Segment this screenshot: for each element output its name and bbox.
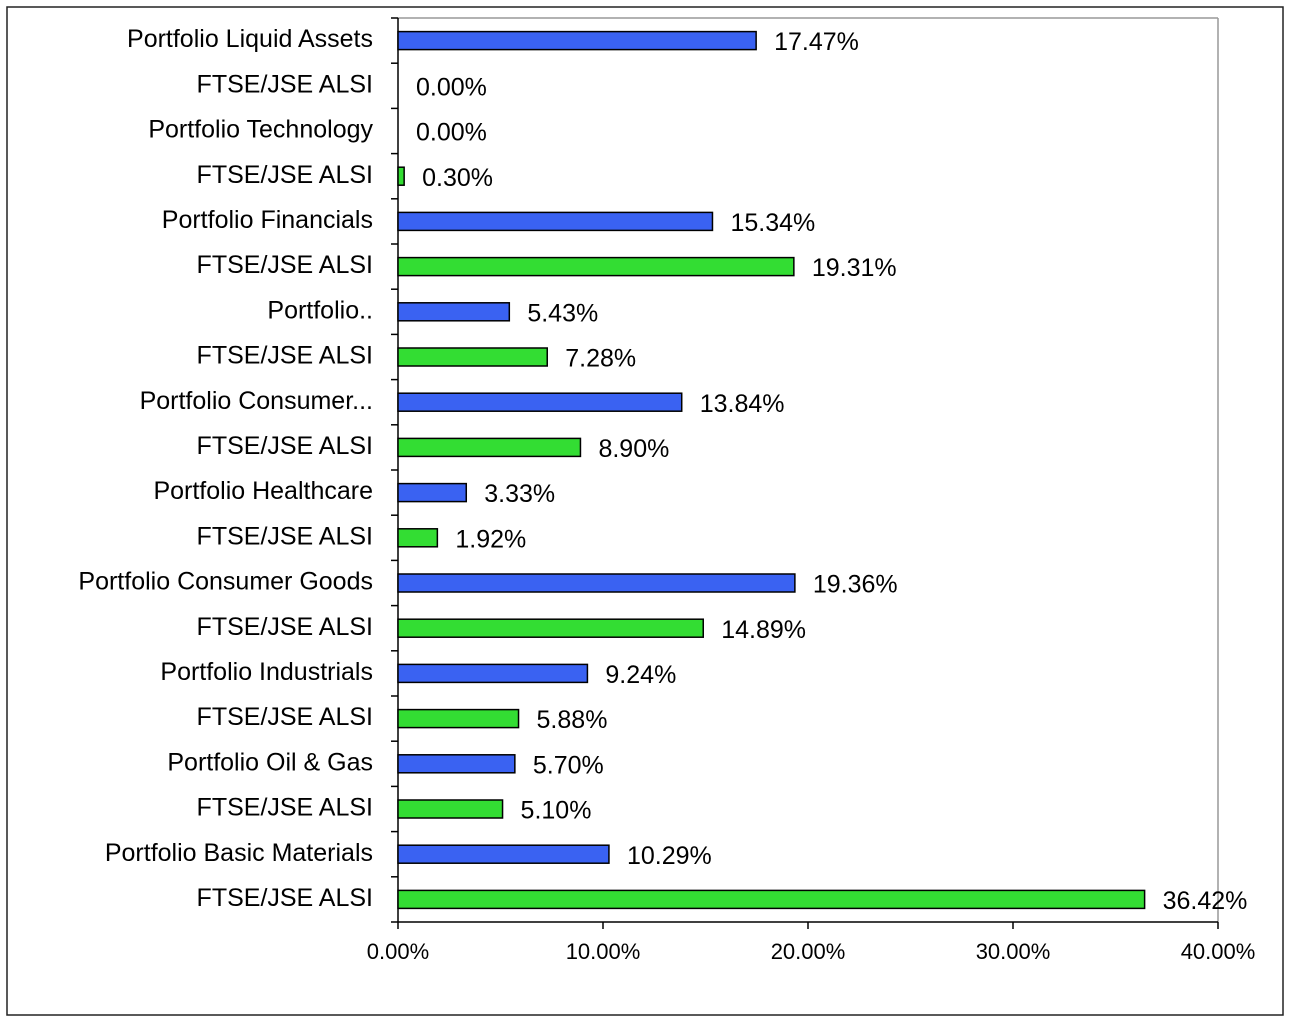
category-label: Portfolio Oil & Gas: [167, 748, 373, 776]
bar: [397, 889, 1146, 910]
category-label: Portfolio Financials: [162, 206, 373, 234]
category-label: Portfolio Liquid Assets: [127, 25, 373, 53]
value-label: 5.10%: [521, 797, 592, 825]
bar: [397, 30, 757, 51]
value-label: 15.34%: [730, 209, 815, 237]
bar: [397, 302, 511, 322]
value-label: 7.28%: [565, 345, 636, 373]
value-label: 9.24%: [605, 661, 676, 689]
category-label: Portfolio Consumer Goods: [78, 568, 373, 596]
category-label: FTSE/JSE ALSI: [197, 161, 373, 189]
bar: [397, 754, 516, 774]
bar: [397, 618, 704, 638]
value-label: 5.70%: [533, 751, 604, 779]
category-label: FTSE/JSE ALSI: [197, 70, 373, 98]
bar: [397, 482, 468, 503]
category-label: FTSE/JSE ALSI: [197, 251, 373, 279]
bar: [397, 392, 683, 412]
x-tick-label: 0.00%: [367, 939, 429, 964]
value-label: 19.36%: [813, 571, 898, 599]
bar: [397, 437, 582, 458]
bar: [397, 347, 548, 367]
value-label: 0.30%: [422, 164, 493, 192]
category-label: FTSE/JSE ALSI: [197, 794, 373, 822]
x-tick-label: 30.00%: [976, 939, 1051, 964]
x-tick-label: 20.00%: [771, 939, 846, 964]
value-label: 36.42%: [1163, 887, 1248, 915]
bar: [397, 799, 504, 819]
category-label: FTSE/JSE ALSI: [197, 884, 373, 912]
value-label: 13.84%: [700, 390, 785, 418]
chart-frame: [6, 6, 1284, 1016]
x-tick-label: 40.00%: [1181, 939, 1256, 964]
category-label: Portfolio Healthcare: [153, 477, 373, 505]
value-label: 5.88%: [537, 706, 608, 734]
value-label: 0.00%: [416, 119, 487, 147]
bar: [397, 708, 520, 729]
category-label: Portfolio..: [267, 296, 373, 324]
category-label: FTSE/JSE ALSI: [197, 613, 373, 641]
bar: [397, 256, 795, 277]
value-label: 3.33%: [484, 480, 555, 508]
category-label: Portfolio Industrials: [160, 658, 373, 686]
bar: [397, 663, 589, 684]
bar: [397, 573, 796, 593]
bar: [397, 211, 714, 232]
value-label: 17.47%: [774, 28, 859, 56]
category-label: FTSE/JSE ALSI: [197, 342, 373, 370]
bar: [397, 844, 610, 864]
category-label: FTSE/JSE ALSI: [197, 432, 373, 460]
value-label: 8.90%: [598, 435, 669, 463]
bar: [397, 528, 439, 548]
value-label: 5.43%: [527, 299, 598, 327]
bar: [397, 166, 405, 186]
category-label: Portfolio Technology: [148, 116, 373, 144]
value-label: 19.31%: [812, 254, 897, 282]
value-label: 10.29%: [627, 842, 712, 870]
category-label: Portfolio Consumer...: [140, 387, 373, 415]
category-label: FTSE/JSE ALSI: [197, 703, 373, 731]
x-tick-label: 10.00%: [566, 939, 641, 964]
value-label: 0.00%: [416, 73, 487, 101]
category-label: FTSE/JSE ALSI: [197, 522, 373, 550]
value-label: 1.92%: [455, 525, 526, 553]
value-label: 14.89%: [721, 616, 806, 644]
category-label: Portfolio Basic Materials: [105, 839, 373, 867]
